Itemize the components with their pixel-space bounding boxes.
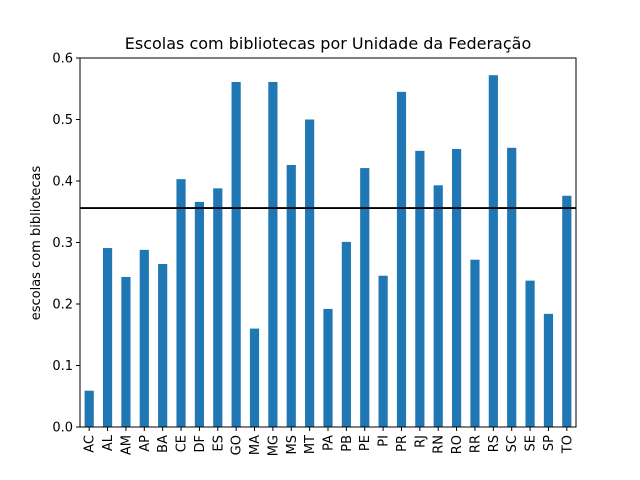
x-tick-label: MS — [285, 435, 300, 454]
y-tick-label: 0.0 — [52, 421, 73, 436]
x-tick-label: MA — [248, 435, 263, 455]
x-tick-label: GO — [230, 435, 245, 455]
x-tick-label: RO — [450, 435, 465, 454]
x-tick-label: RR — [468, 435, 483, 453]
x-tick-label: CE — [175, 435, 190, 452]
bar-ce — [176, 179, 186, 427]
y-tick-label: 0.5 — [52, 113, 73, 128]
x-tick-label: PR — [395, 435, 410, 452]
x-tick-label: ES — [211, 435, 226, 451]
bar-ac — [84, 390, 94, 427]
y-tick-label: 0.4 — [52, 175, 73, 190]
x-tick-label: AL — [101, 434, 116, 451]
bar-am — [121, 276, 131, 427]
bar-pi — [378, 275, 388, 427]
y-tick-label: 0.1 — [52, 359, 73, 374]
x-tick-label: PE — [358, 435, 373, 451]
x-tick-label: PI — [377, 435, 392, 447]
bar-ap — [139, 249, 149, 427]
bar-ma — [249, 328, 260, 427]
bar-mt — [305, 119, 315, 427]
y-ticks-group: 0.0 0.1 0.2 0.3 0.4 0.5 0.6 — [52, 52, 80, 436]
x-tick-label: AM — [119, 435, 134, 455]
x-tick-label: RN — [432, 435, 447, 454]
bar-pb — [341, 241, 351, 427]
y-tick-label: 0.2 — [52, 298, 73, 313]
x-tick-label: PA — [322, 435, 337, 451]
x-tick-label: TO — [560, 435, 575, 454]
x-tick-label: AC — [83, 435, 98, 453]
bars-group — [84, 75, 572, 428]
x-tick-label: SE — [524, 435, 539, 451]
y-axis-label: escolas com bibliotecas — [29, 166, 44, 321]
x-tick-label: MG — [266, 435, 281, 456]
x-tick-label: BA — [156, 435, 171, 453]
x-tick-label: MT — [303, 435, 318, 454]
y-tick-label: 0.3 — [52, 236, 73, 251]
bar-rj — [415, 150, 425, 428]
x-tick-label: PB — [340, 435, 355, 452]
bar-ms — [286, 165, 296, 427]
bar-es — [213, 188, 223, 427]
bar-sp — [543, 313, 554, 427]
bar-sc — [507, 147, 517, 428]
bar-se — [525, 280, 535, 427]
bar-ba — [158, 264, 168, 427]
bar-ro — [452, 149, 462, 427]
chart-title: Escolas com bibliotecas por Unidade da F… — [125, 34, 531, 53]
bar-df — [194, 201, 204, 427]
x-tick-label: SC — [505, 435, 520, 452]
bar-mg — [268, 81, 278, 428]
bar-pr — [396, 91, 407, 427]
bar-go — [231, 81, 241, 428]
bar-pe — [360, 168, 370, 427]
bar-rn — [433, 185, 443, 427]
x-tick-label: DF — [193, 435, 208, 453]
bar-al — [102, 248, 113, 427]
y-tick-label: 0.6 — [52, 52, 73, 67]
x-tick-label: RS — [487, 435, 502, 452]
bar-rs — [488, 75, 498, 427]
x-ticks-group: AC AL AM AP BA CE DF ES GO MA MG MS MT PA PB PE PI PR RJ RN… — [83, 427, 575, 456]
x-tick-label: AP — [138, 435, 153, 452]
bar-pa — [323, 308, 333, 427]
bar-rr — [470, 259, 480, 427]
x-tick-label: RJ — [413, 435, 428, 448]
x-tick-label: SP — [542, 435, 557, 451]
bar-to — [562, 195, 572, 427]
